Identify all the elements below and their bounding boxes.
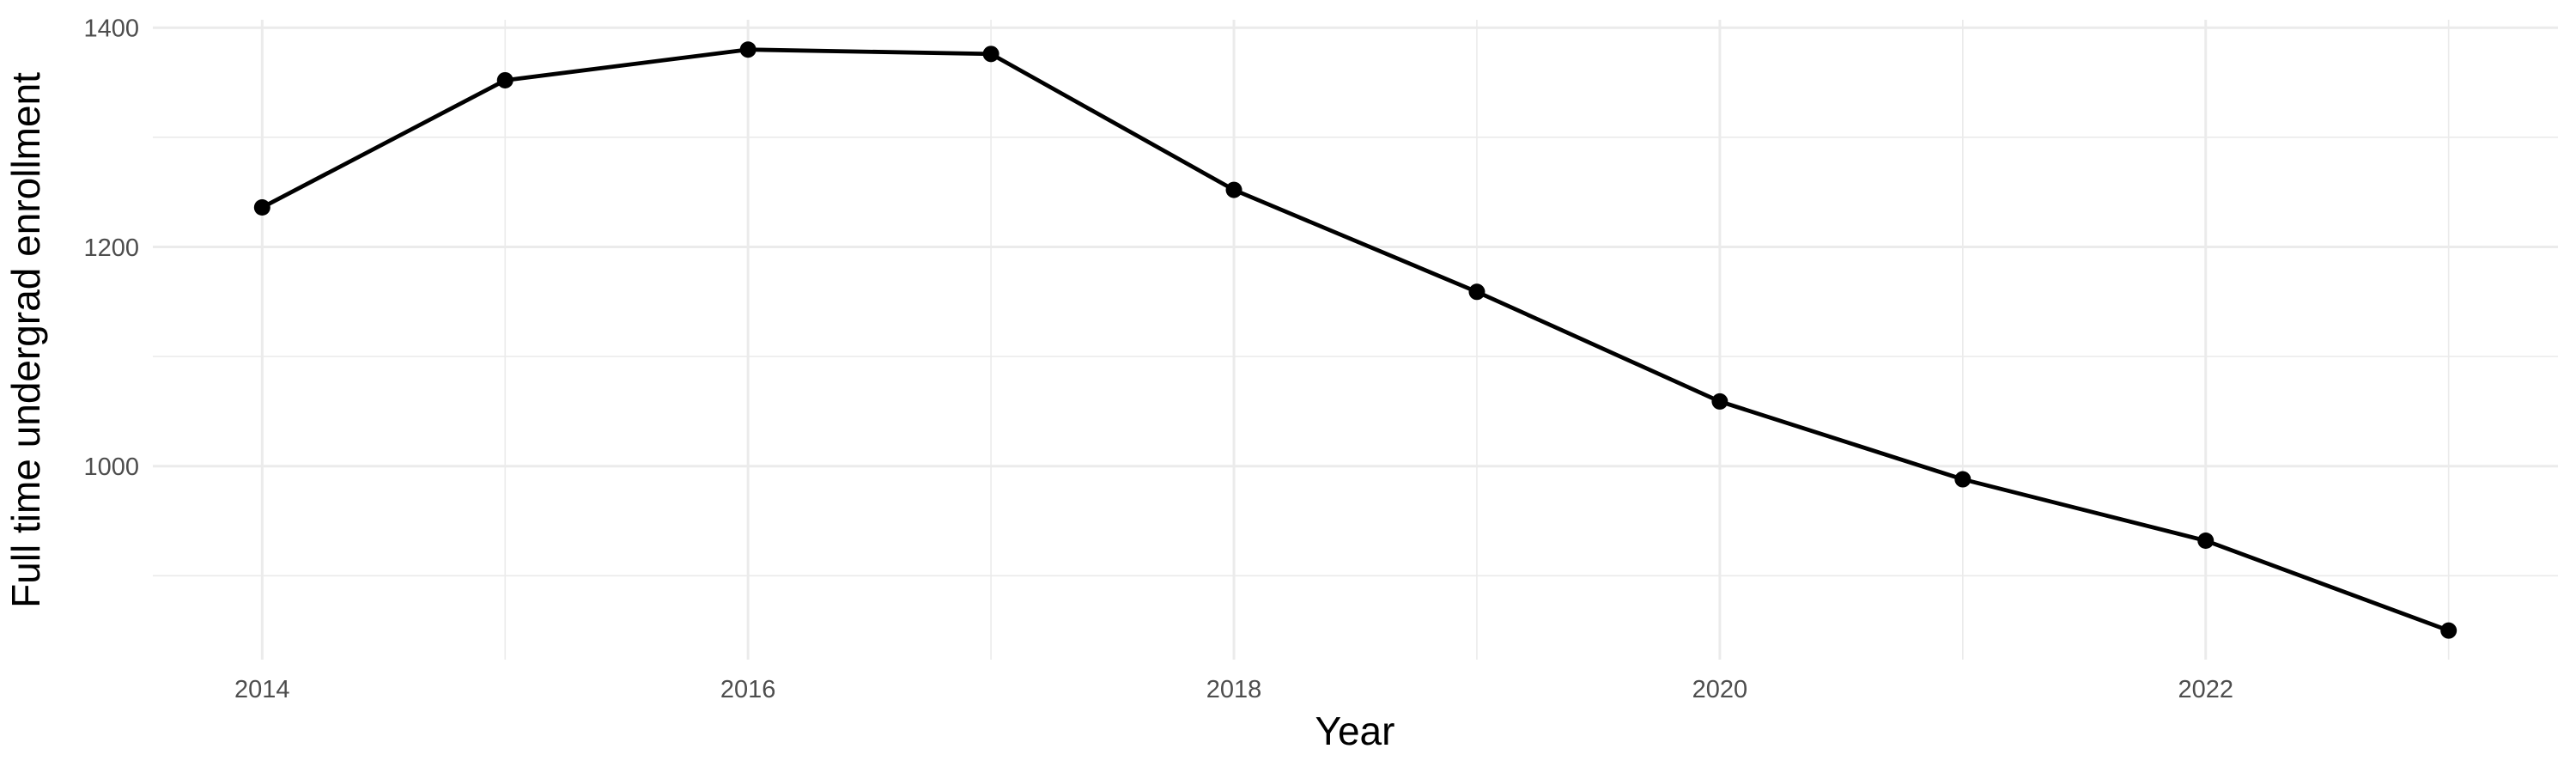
y-tick-label-1200: 1200 [83, 234, 139, 262]
data-point-2014 [253, 199, 270, 216]
data-line-series [259, 47, 2451, 633]
data-point-2020 [1711, 393, 1728, 410]
data-point-2017 [982, 46, 999, 63]
x-tick-label-2018: 2018 [1206, 676, 1262, 703]
data-point-2018 [1225, 181, 1242, 198]
x-axis-tick-labels: 2014 2016 2018 2020 2022 [234, 676, 2233, 703]
x-tick-label-2022: 2022 [2178, 676, 2233, 703]
x-tick-label-2014: 2014 [234, 676, 290, 703]
x-axis-title: Year [1315, 709, 1395, 753]
enrollment-trend-line [259, 47, 2451, 633]
data-point-2015 [496, 71, 513, 88]
y-axis-title: Full time undergrad enrollment [3, 72, 48, 608]
major-gridlines [153, 20, 2558, 660]
data-point-2022 [2197, 533, 2215, 550]
y-tick-label-1400: 1400 [83, 15, 139, 43]
y-axis-tick-labels: 1400 1200 1000 [83, 15, 139, 482]
data-point-2016 [739, 41, 756, 58]
data-point-2023 [2440, 622, 2458, 639]
minor-gridlines [153, 20, 2558, 660]
x-tick-label-2020: 2020 [1692, 676, 1748, 703]
data-point-2019 [1468, 283, 1485, 301]
x-tick-label-2016: 2016 [720, 676, 776, 703]
data-point-2021 [1954, 471, 1971, 488]
data-points [253, 41, 2458, 639]
y-tick-label-1000: 1000 [83, 453, 139, 481]
